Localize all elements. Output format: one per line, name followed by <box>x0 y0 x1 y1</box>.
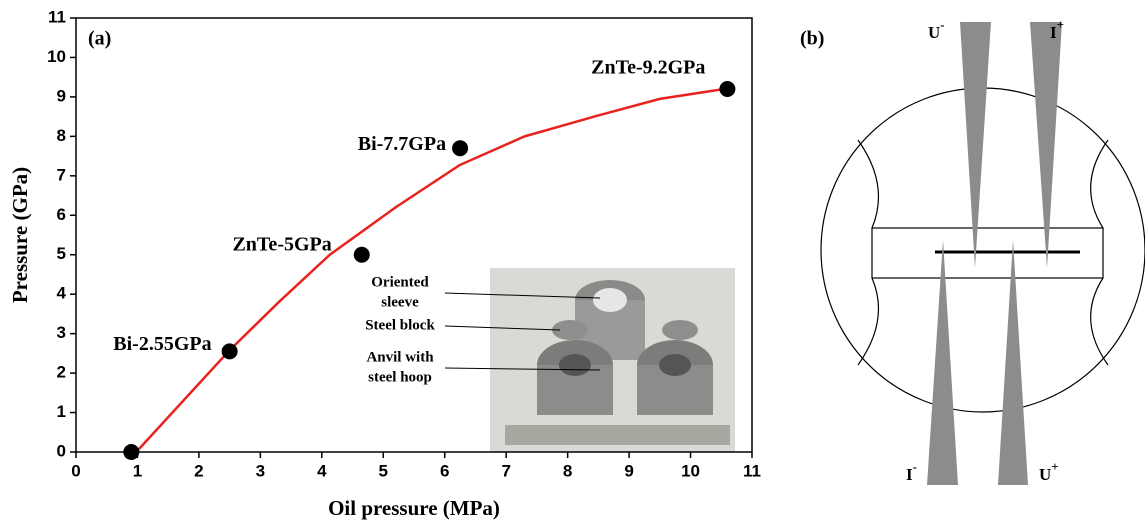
inset-label: steel hoop <box>368 369 432 385</box>
data-point <box>222 343 238 359</box>
x-tick-label: 11 <box>743 461 761 480</box>
data-label: Bi-2.55GPa <box>113 333 211 355</box>
probe-label: I- <box>906 459 917 484</box>
y-tick-label: 0 <box>57 441 66 460</box>
data-label: ZnTe-5GPa <box>232 233 331 255</box>
panel-label: (b) <box>800 28 824 50</box>
probe-sign: - <box>940 17 944 32</box>
diagram <box>821 22 1145 485</box>
data-label: ZnTe-9.2GPa <box>591 57 705 79</box>
y-tick-label: 7 <box>57 165 66 184</box>
data-point <box>354 247 370 263</box>
x-tick-label: 10 <box>681 461 700 480</box>
x-tick-label: 3 <box>256 461 265 480</box>
probe-sign: - <box>913 459 917 474</box>
data-point <box>123 444 139 460</box>
x-tick-label: 0 <box>71 461 80 480</box>
data-point <box>452 140 468 156</box>
x-tick-label: 9 <box>624 461 633 480</box>
y-tick-label: 11 <box>48 7 66 26</box>
probe-sign: + <box>1051 459 1058 474</box>
y-tick-label: 6 <box>57 205 66 224</box>
probe-sign: + <box>1057 17 1064 32</box>
probe-name: U <box>1039 465 1051 484</box>
x-axis-label: Oil pressure (MPa) <box>328 496 500 520</box>
probe-label: U+ <box>1039 459 1059 484</box>
x-tick-label: 7 <box>501 461 510 480</box>
y-axis-label: Pressure (GPa) <box>8 167 32 303</box>
panel-label: (a) <box>88 28 111 50</box>
data-point <box>719 81 735 97</box>
figure: (a) Oil pressure (MPa) Pressure (GPa) (b… <box>0 0 1145 524</box>
inset-label: Anvil with <box>366 349 434 365</box>
inset-label: sleeve <box>381 294 419 310</box>
probe-label: U- <box>928 17 945 42</box>
y-tick-label: 1 <box>57 402 66 421</box>
y-tick-label: 3 <box>57 323 66 342</box>
y-tick-label: 8 <box>57 126 66 145</box>
x-tick-label: 5 <box>379 461 388 480</box>
y-tick-label: 9 <box>57 86 66 105</box>
y-tick-label: 2 <box>57 363 66 382</box>
y-tick-label: 10 <box>47 47 66 66</box>
x-tick-label: 2 <box>194 461 203 480</box>
x-tick-label: 6 <box>440 461 449 480</box>
probe-name: U <box>928 23 940 42</box>
y-tick-label: 5 <box>57 244 66 263</box>
inset-label: Steel block <box>365 317 435 333</box>
inset-label: Oriented <box>371 274 429 290</box>
data-label: Bi-7.7GPa <box>358 133 446 155</box>
y-tick-label: 4 <box>57 284 67 303</box>
x-tick-label: 4 <box>317 461 327 480</box>
x-tick-label: 8 <box>563 461 572 480</box>
x-tick-label: 1 <box>133 461 142 480</box>
